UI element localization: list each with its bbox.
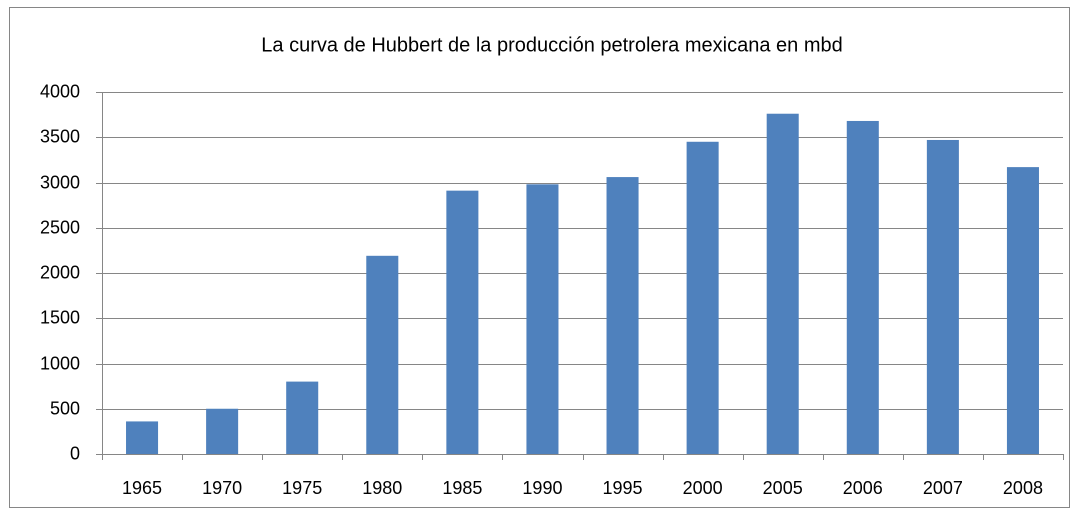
y-tick-label: 3500 [40,126,80,146]
x-tick-label: 1970 [202,478,242,498]
x-tick-label: 2005 [763,478,803,498]
x-tick-label: 2000 [683,478,723,498]
bar [206,408,239,454]
x-tick-label: 2007 [923,478,963,498]
x-tick-label: 2008 [1003,478,1043,498]
y-tick-label: 2000 [40,262,80,282]
bar [846,120,879,455]
bar [366,255,399,454]
bar [926,139,959,454]
bar [286,381,319,454]
y-tick-label: 4000 [40,81,80,101]
y-tick-label: 500 [50,398,80,418]
y-tick-label: 1000 [40,353,80,373]
bar [606,177,639,454]
x-tick-label: 1965 [122,478,162,498]
bar [686,141,719,454]
y-tick-label: 3000 [40,172,80,192]
x-tick-label: 1990 [522,478,562,498]
y-tick-label: 0 [70,443,80,463]
x-tick-label: 1995 [603,478,643,498]
x-tick-label: 1975 [282,478,322,498]
x-tick-label: 1985 [442,478,482,498]
bar [766,113,799,454]
y-tick-label: 1500 [40,307,80,327]
bar [1006,167,1039,455]
y-tick-label: 2500 [40,217,80,237]
bar [526,184,559,454]
chart-title: La curva de Hubbert de la producción pet… [261,34,842,56]
x-tick-label: 1980 [362,478,402,498]
bar [126,421,159,454]
bar [446,190,479,454]
x-tick-label: 2006 [843,478,883,498]
